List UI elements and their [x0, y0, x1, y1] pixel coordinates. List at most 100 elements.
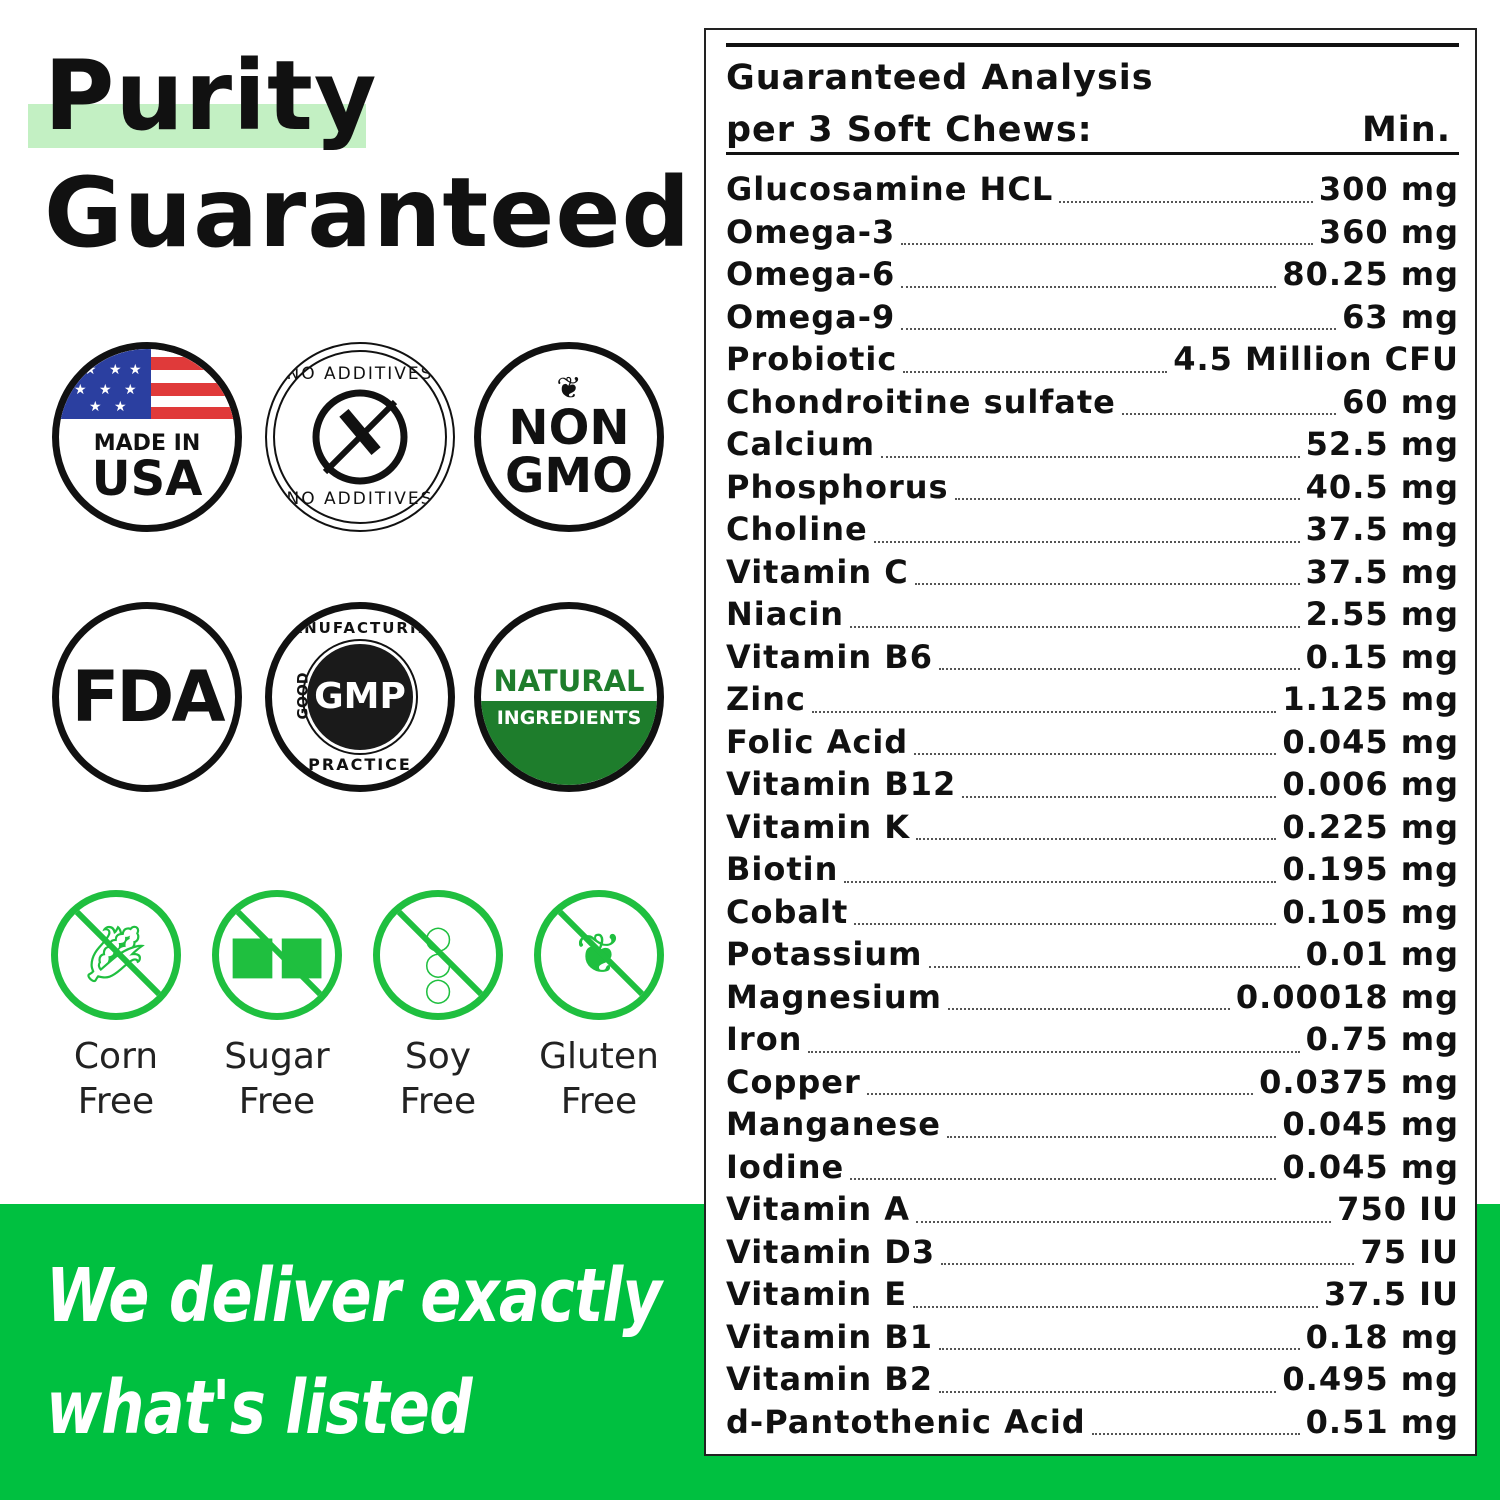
nutrient-value: 0.105 mg	[1282, 892, 1459, 931]
us-flag-icon: ★ ★ ★★ ★ ★★ ★	[59, 349, 235, 419]
analysis-rows: Glucosamine HCL 300 mg Omega-3 360 mg Omega-…	[726, 170, 1459, 1445]
badge-fda: FDA	[71, 656, 225, 738]
svg-text:★: ★	[89, 399, 102, 415]
analysis-row: Omega-9 63 mg	[726, 298, 1459, 341]
analysis-row: Phosphorus 40.5 mg	[726, 468, 1459, 511]
analysis-row: Vitamin A 750 IU	[726, 1190, 1459, 1233]
analysis-row: Probiotic 4.5 Million CFU	[726, 340, 1459, 383]
dot-leader	[1091, 1433, 1300, 1435]
nutrient-value: 40.5 mg	[1305, 467, 1459, 506]
nutrient-name: d-Pantothenic Acid	[726, 1402, 1086, 1441]
badge-gmp: GMP	[314, 676, 406, 717]
analysis-row: Vitamin E 37.5 IU	[726, 1275, 1459, 1318]
dot-leader	[844, 880, 1277, 883]
dot-leader	[946, 1135, 1277, 1138]
nutrient-name: Manganese	[726, 1105, 941, 1143]
leaf-icon: ❦	[556, 371, 582, 406]
analysis-row: Omega-6 80.25 mg	[726, 255, 1459, 298]
analysis-row: Vitamin B6 0.15 mg	[726, 638, 1459, 681]
nutrient-name: Glucosamine HCL	[726, 170, 1054, 208]
nutrient-name: Omega-6	[726, 255, 896, 293]
dot-leader	[938, 1348, 1300, 1350]
nutrient-name: Folic Acid	[726, 722, 909, 761]
corn-icon: 🌽︎	[80, 922, 152, 987]
dot-leader	[916, 1220, 1332, 1223]
nutrient-name: Vitamin B12	[726, 765, 957, 803]
nutrient-value: 80.25 mg	[1282, 255, 1459, 293]
svg-text:★: ★	[124, 382, 137, 398]
nutrient-name: Vitamin B1	[726, 1317, 933, 1356]
sugar-free-line1: Sugar	[224, 1036, 330, 1077]
sugar-free-line2: Free	[238, 1081, 316, 1122]
badge-made-in: MADE IN	[93, 431, 201, 456]
nutrient-value: 0.006 mg	[1282, 765, 1459, 803]
nutrient-name: Potassium	[726, 935, 923, 973]
nutrient-value: 4.5 Million CFU	[1173, 340, 1459, 378]
dot-leader	[901, 243, 1313, 245]
analysis-row: Iron 0.75 mg	[726, 1020, 1459, 1063]
nutrient-value: 37.5 mg	[1305, 552, 1459, 591]
badge-gmo: GMO	[505, 448, 633, 504]
analysis-row: Vitamin K 0.225 mg	[726, 808, 1459, 851]
nutrient-name: Cobalt	[726, 892, 849, 931]
nutrient-value: 300 mg	[1318, 170, 1459, 208]
analysis-row: Cobalt 0.105 mg	[726, 893, 1459, 936]
dot-leader	[811, 710, 1277, 713]
nutrient-value: 0.195 mg	[1282, 850, 1459, 888]
dot-leader	[850, 1178, 1277, 1180]
badge-non: NON	[508, 400, 630, 456]
slogan-line-2: what's listed	[46, 1365, 473, 1451]
guaranteed-analysis-panel: Guaranteed Analysis per 3 Soft Chews: Mi…	[704, 28, 1477, 1456]
badge-practice: PRACTICE	[308, 755, 412, 774]
sugar-cubes-icon: ■■	[227, 925, 327, 985]
nutrient-name: Zinc	[726, 680, 806, 718]
nutrient-value: 0.045 mg	[1282, 722, 1459, 761]
no-additives-badge: NO ADDITIVES NO ADDITIVES	[265, 342, 455, 532]
svg-text:★: ★	[84, 362, 97, 378]
nutrient-value: 0.045 mg	[1282, 1147, 1459, 1186]
svg-text:★: ★	[114, 399, 127, 415]
nutrient-name: Choline	[726, 510, 868, 548]
slogan-line-1: We deliver exactly	[46, 1253, 662, 1339]
nutrient-name: Biotin	[726, 850, 839, 888]
nutrient-value: 1.125 mg	[1282, 680, 1459, 718]
svg-text:★: ★	[129, 362, 142, 378]
badge-manufacturing: MANUFACTURING	[273, 619, 447, 637]
corn-free-line2: Free	[77, 1081, 155, 1122]
nutrient-name: Vitamin B2	[726, 1360, 933, 1398]
dot-leader	[901, 328, 1337, 330]
nutrient-value: 52.5 mg	[1305, 425, 1459, 463]
nutrient-value: 0.00018 mg	[1235, 977, 1459, 1016]
nutrient-name: Magnesium	[726, 977, 942, 1016]
nutrient-value: 750 IU	[1337, 1190, 1459, 1228]
analysis-row: Vitamin B2 0.495 mg	[726, 1360, 1459, 1403]
nutrient-value: 2.55 mg	[1305, 595, 1459, 633]
dot-leader	[1059, 200, 1313, 203]
nutrient-name: Probiotic	[726, 340, 898, 378]
nutrient-value: 0.045 mg	[1282, 1105, 1459, 1143]
dot-leader	[928, 965, 1300, 968]
nutrient-name: Vitamin E	[726, 1275, 908, 1313]
nutrient-name: Omega-3	[726, 212, 896, 251]
svg-text:★: ★	[99, 382, 112, 398]
sugar-free: ■■ Sugar Free	[212, 890, 342, 1124]
dot-leader	[941, 1263, 1355, 1265]
soy-free: ◯ ◯ ◯ Soy Free	[373, 890, 503, 1124]
title-line-2: Guaranteed	[44, 157, 692, 269]
analysis-row: Iodine 0.045 mg	[726, 1148, 1459, 1191]
non-gmo-badge: ❦ NON GMO	[474, 342, 664, 532]
slogan: We deliver exactly what's listed	[46, 1240, 702, 1464]
dot-leader	[1121, 413, 1337, 415]
svg-text:★: ★	[74, 382, 87, 398]
badge-good: GOOD	[295, 672, 312, 720]
analysis-row: Calcium 52.5 mg	[726, 425, 1459, 468]
corn-free-line1: Corn	[73, 1036, 159, 1077]
soy-free-line1: Soy	[404, 1036, 472, 1077]
dot-leader	[914, 753, 1277, 755]
nutrient-value: 75 IU	[1360, 1232, 1459, 1271]
badge-ingredients: INGREDIENTS	[496, 707, 642, 729]
dot-leader	[850, 625, 1300, 628]
dot-leader	[866, 1093, 1254, 1095]
nutrient-value: 0.495 mg	[1282, 1360, 1459, 1398]
badge-natural: NATURAL	[493, 664, 645, 698]
